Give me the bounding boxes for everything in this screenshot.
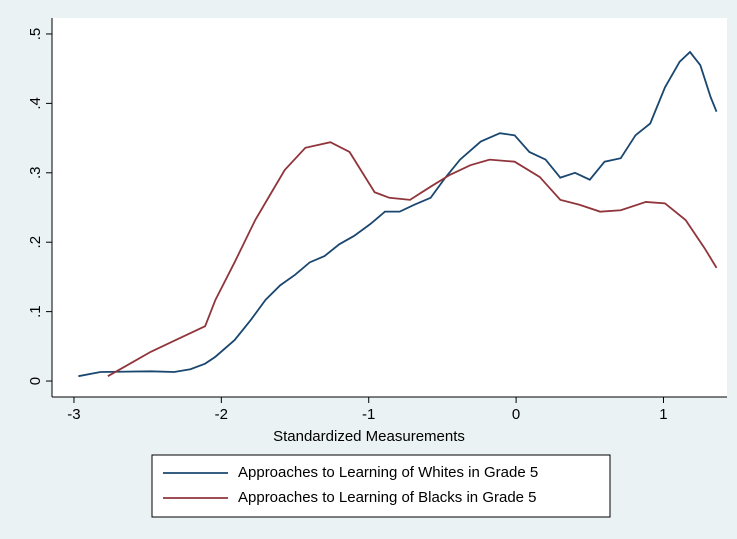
x-tick-label: -2: [215, 406, 228, 423]
x-tick-label: -3: [67, 406, 80, 423]
y-tick-label: .5: [27, 28, 44, 41]
legend-label: Approaches to Learning of Whites in Grad…: [238, 464, 538, 481]
x-axis-label: Standardized Measurements: [273, 428, 465, 445]
legend: [151, 454, 611, 518]
x-tick-label: 0: [512, 406, 520, 423]
y-tick-label: .3: [27, 167, 44, 180]
y-tick-label: 0: [27, 377, 44, 385]
y-tick-label: .1: [27, 305, 44, 318]
series-line: [78, 50, 718, 378]
x-tick-label: -1: [362, 406, 375, 423]
plot-region: [52, 18, 727, 397]
x-tick-label: 1: [659, 406, 667, 423]
legend-label: Approaches to Learning of Blacks in Grad…: [238, 489, 537, 506]
series-line: [107, 141, 718, 377]
y-tick-label: .2: [27, 236, 44, 249]
y-tick-label: .4: [27, 97, 44, 110]
